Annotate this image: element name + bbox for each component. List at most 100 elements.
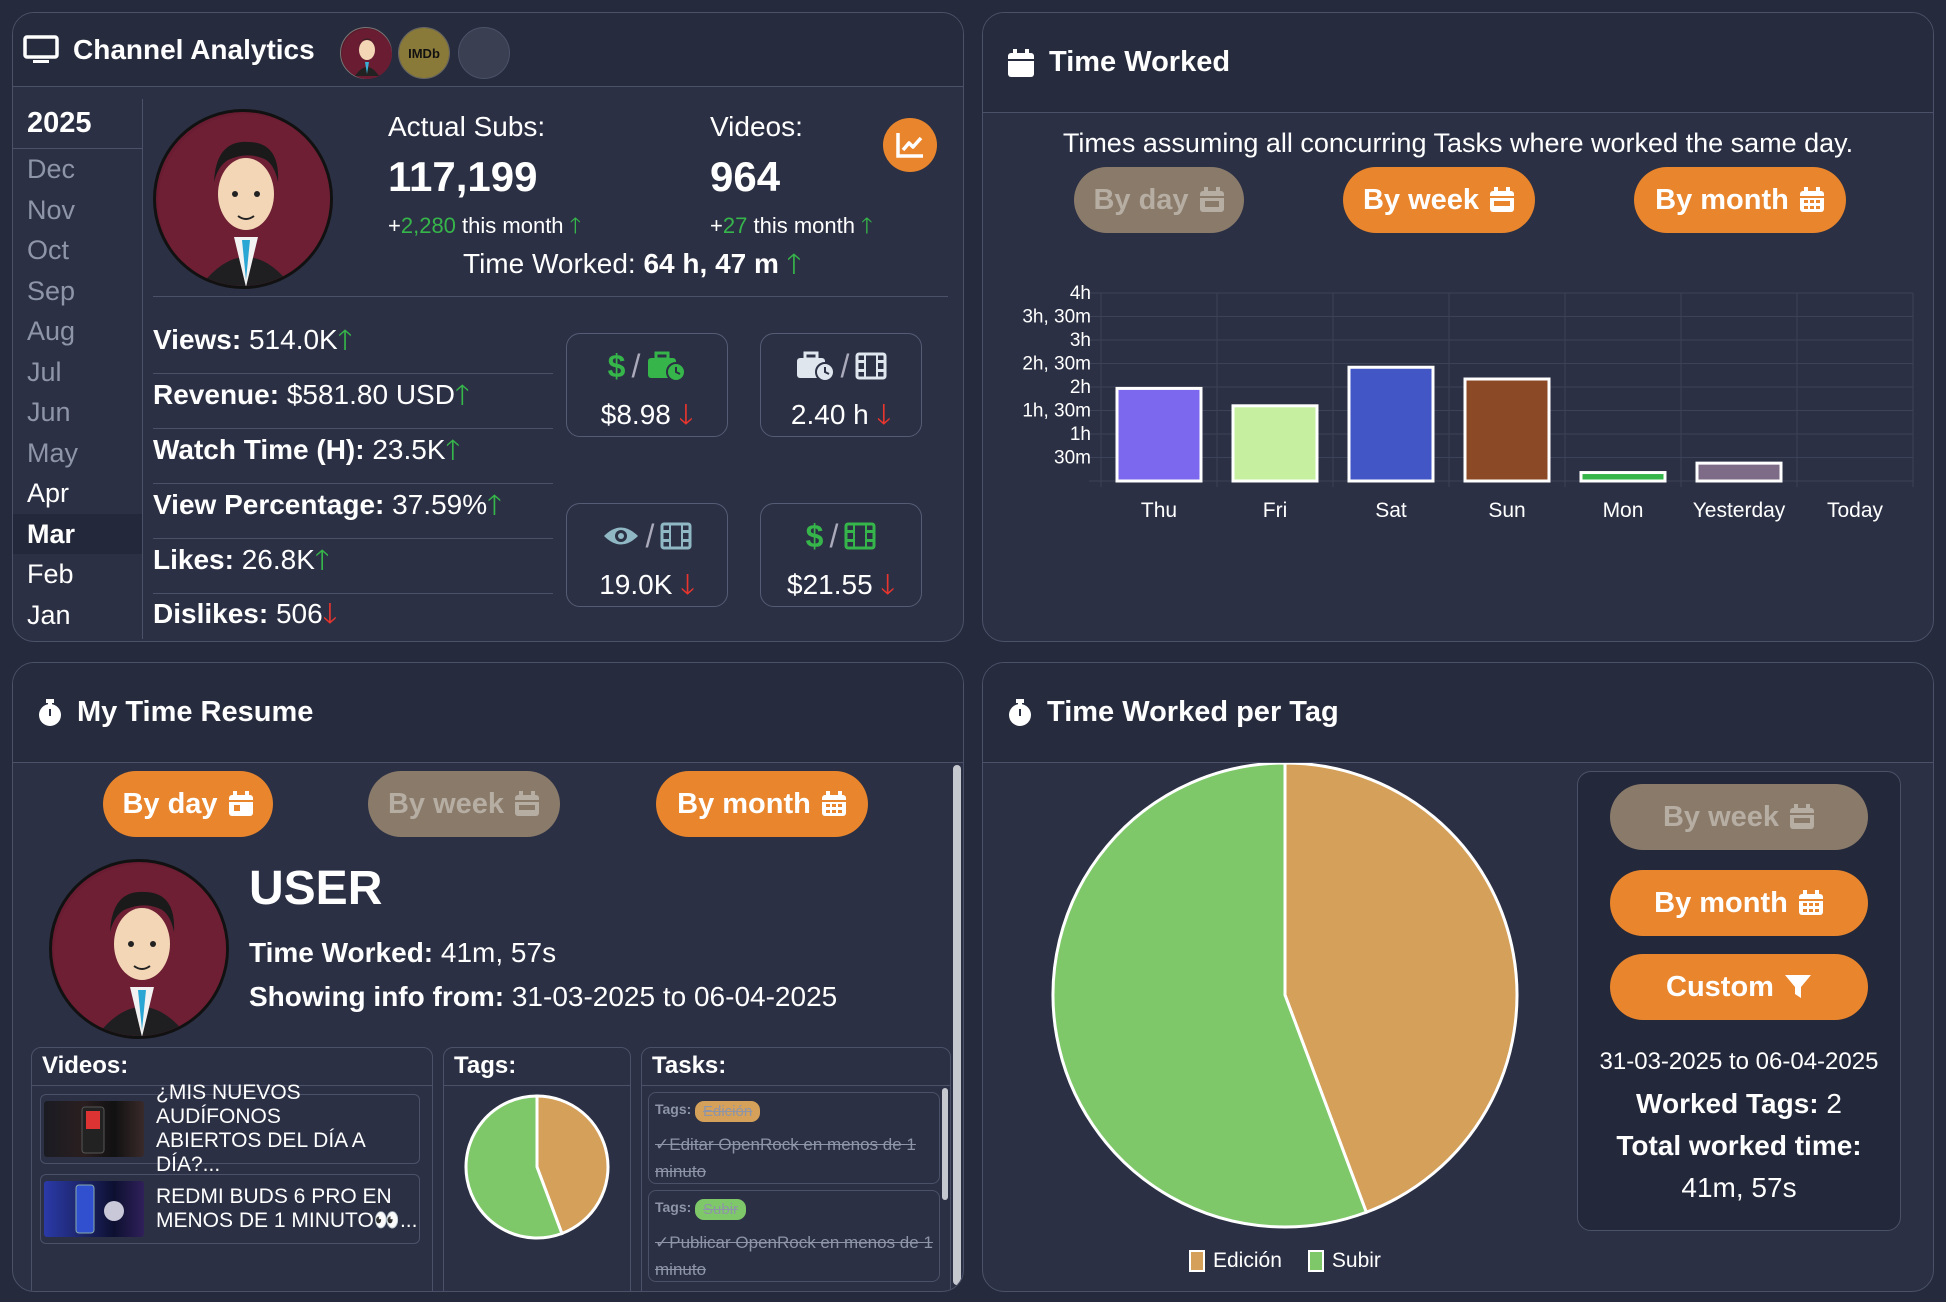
- monitor-icon: [23, 34, 59, 65]
- tags-pie-chart-large: [1051, 763, 1519, 1229]
- metric-value: 514.0K: [248, 324, 338, 355]
- video-item[interactable]: ¿MIS NUEVOS AUDÍFONOS ABIERTOS DEL DÍA A …: [40, 1081, 420, 1176]
- month-item-jan[interactable]: Jan: [27, 599, 71, 630]
- month-item-sep[interactable]: Sep: [27, 275, 76, 306]
- channel-analytics-panel: Channel Analytics IMDb 2025 Dec Nov Oct Sep…: [12, 12, 964, 642]
- task-tag: Subir: [695, 1199, 747, 1220]
- big-pie-slice-edición[interactable]: [1283, 763, 1519, 1215]
- slash: /: [840, 347, 850, 384]
- videos-delta-text: this month: [753, 213, 855, 238]
- month-item-jun[interactable]: Jun: [27, 397, 71, 427]
- custom-filter-button[interactable]: Custom: [1610, 954, 1868, 1020]
- metric-row: Views: 514.0K🡑: [153, 319, 553, 374]
- worked-tags-value: 2: [1826, 1088, 1842, 1119]
- channel-avatar-chip[interactable]: [340, 27, 392, 79]
- metric-row: Revenue: $581.80 USD🡑: [153, 374, 553, 429]
- calendar-icon: [1007, 48, 1035, 78]
- task-item[interactable]: Tags: Edición ✓Editar OpenRock en menos …: [648, 1092, 940, 1184]
- x-tick-label: Fri: [1263, 499, 1288, 522]
- empty-chip[interactable]: [458, 27, 510, 79]
- time-worked-summary: Time Worked: 64 h, 47 m 🡑: [463, 243, 801, 291]
- metric-row: Likes: 26.8K🡑: [153, 539, 553, 594]
- videos-delta-plus: +: [710, 213, 723, 238]
- bar-fri[interactable]: [1231, 404, 1319, 483]
- year-label[interactable]: 2025: [13, 99, 142, 149]
- bar-yesterday[interactable]: [1695, 461, 1783, 483]
- chart-line-button[interactable]: [883, 118, 937, 172]
- bar-mon[interactable]: [1579, 471, 1667, 483]
- bar-thu[interactable]: [1115, 386, 1203, 483]
- emoji-icon: 👀: [373, 1209, 400, 1232]
- by-month-button[interactable]: By month: [1610, 870, 1868, 936]
- time-worked-panel: Time Worked Times assuming all concurrin…: [982, 12, 1934, 642]
- views-per-video-box: / 19.0K 🡓: [566, 503, 728, 607]
- y-tick-label: 4h: [1070, 283, 1091, 304]
- legend-label[interactable]: Edición: [1213, 1249, 1282, 1272]
- by-month-button[interactable]: By month: [1634, 167, 1846, 233]
- arrow-up-icon: 🡑: [337, 324, 353, 355]
- by-day-button[interactable]: By day: [103, 771, 273, 837]
- video-title-line1: REDMI BUDS 6 PRO EN: [156, 1185, 392, 1208]
- big-pie-slice-subir[interactable]: [1051, 763, 1369, 1229]
- metric-label: View Percentage:: [153, 489, 385, 520]
- month-item-jul[interactable]: Jul: [27, 356, 62, 387]
- arrow-up-icon: 🡑: [569, 213, 582, 238]
- showing-value: 31-03-2025 to 06-04-2025: [511, 981, 838, 1012]
- scrollbar[interactable]: [953, 765, 961, 1285]
- small-pie-slice-subir[interactable]: [464, 1094, 564, 1240]
- time-resume-title: My Time Resume: [77, 696, 314, 728]
- tasks-box: Tasks: Tags: Edición ✓Editar OpenRock en…: [641, 1047, 951, 1291]
- tags-pie-chart: [464, 1094, 610, 1240]
- month-item-dec[interactable]: Dec: [27, 154, 76, 184]
- video-thumbnail: [44, 1181, 144, 1237]
- by-month-button[interactable]: By month: [656, 771, 868, 837]
- imdb-chip[interactable]: IMDb: [398, 27, 450, 79]
- time-per-tag-title: Time Worked per Tag: [1047, 696, 1339, 728]
- by-week-button[interactable]: By week: [1610, 784, 1868, 850]
- month-item-mar[interactable]: Mar: [13, 513, 142, 554]
- task-tag: Edición: [695, 1101, 761, 1122]
- tasks-scrollbar[interactable]: [942, 1088, 948, 1200]
- video-item[interactable]: REDMI BUDS 6 PRO EN MENOS DE 1 MINUTO👀...: [40, 1174, 420, 1244]
- by-week-button[interactable]: By week: [368, 771, 560, 837]
- video-thumbnail: [44, 1101, 144, 1157]
- metric-value: 506: [275, 598, 323, 629]
- month-item-feb[interactable]: Feb: [27, 559, 74, 589]
- slash: /: [645, 517, 655, 554]
- ratio-value: 19.0K 🡓: [599, 569, 695, 600]
- month-item-may[interactable]: May: [27, 437, 79, 468]
- pie-legend: Edición Subir: [1189, 1249, 1381, 1273]
- task-text: ✓Editar OpenRock en menos de 1 minuto: [655, 1135, 916, 1181]
- month-item-oct[interactable]: Oct: [27, 235, 70, 265]
- user-time-value: 41m, 57s: [440, 937, 557, 968]
- y-tick-label: 1h, 30m: [1022, 401, 1091, 422]
- month-item-aug[interactable]: Aug: [27, 316, 76, 346]
- metric-label: Watch Time (H):: [153, 434, 365, 465]
- month-item-nov[interactable]: Nov: [27, 194, 76, 225]
- briefcase-clock-icon: [796, 351, 835, 382]
- date-range: 31-03-2025 to 06-04-2025: [1599, 1048, 1879, 1075]
- bar-sat[interactable]: [1347, 365, 1435, 483]
- x-tick-label: Thu: [1141, 499, 1177, 522]
- metric-label: Dislikes:: [153, 598, 269, 629]
- worktime-per-video-box: / 2.40 h 🡓: [760, 333, 922, 437]
- task-tags-label: Tags:: [655, 1199, 692, 1215]
- task-item[interactable]: Tags: Subir ✓Publicar OpenRock en menos …: [648, 1190, 940, 1282]
- total-worked-label: Total worked time:: [1616, 1130, 1862, 1161]
- by-month-label: By month: [677, 787, 811, 820]
- legend-label[interactable]: Subir: [1331, 1249, 1381, 1272]
- small-pie-slice-edición[interactable]: [535, 1094, 610, 1236]
- total-worked-value: 41m, 57s: [1681, 1172, 1797, 1203]
- chart-line-icon: [896, 133, 923, 158]
- month-item-apr[interactable]: Apr: [27, 478, 70, 508]
- ratio-value: $21.55 🡓: [787, 569, 895, 600]
- calendar-month-icon: [821, 791, 846, 816]
- bar-sun[interactable]: [1463, 377, 1551, 483]
- arrow-up-icon: 🡑: [487, 489, 502, 520]
- user-name: USER: [249, 862, 383, 915]
- briefcase-clock-icon: [648, 351, 687, 382]
- metric-label: Views:: [153, 324, 242, 355]
- by-day-button[interactable]: By day: [1074, 167, 1244, 233]
- by-week-button[interactable]: By week: [1343, 167, 1535, 233]
- by-day-label: By day: [1093, 183, 1189, 216]
